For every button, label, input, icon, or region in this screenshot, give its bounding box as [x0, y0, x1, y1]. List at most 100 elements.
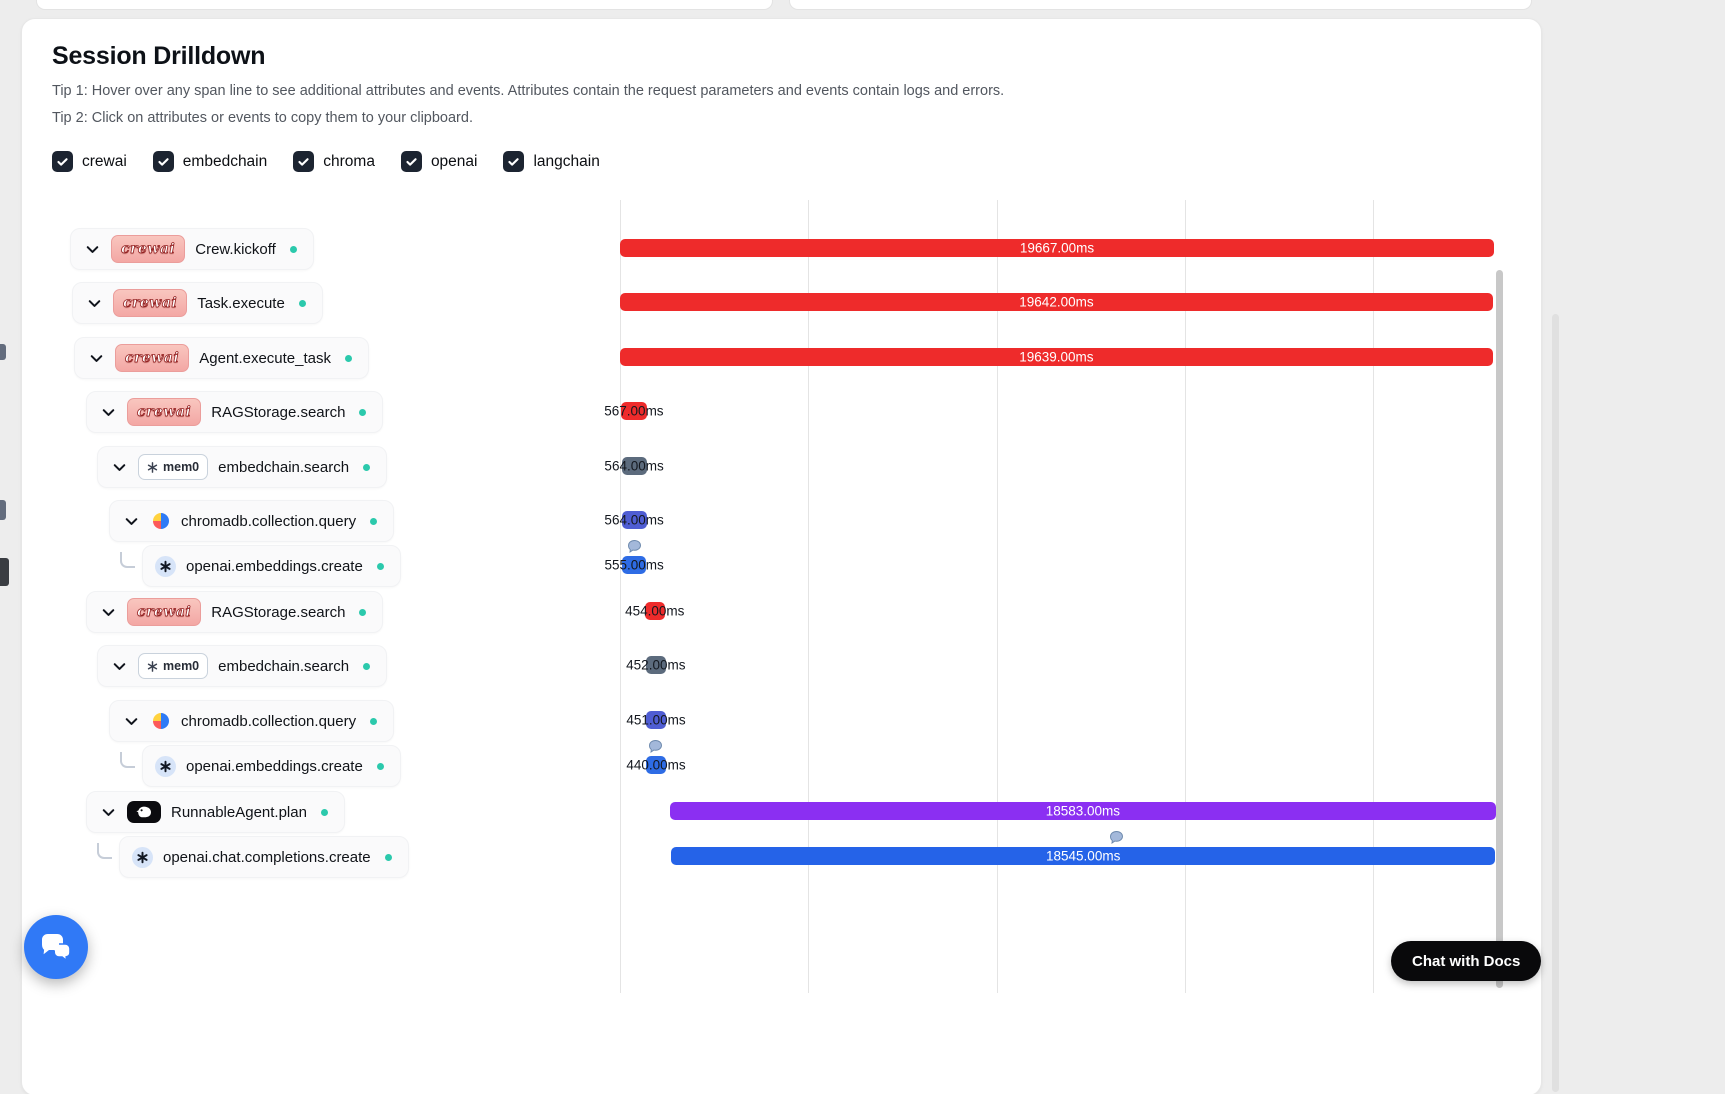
- timeline-gridline: [620, 200, 621, 993]
- chat-widget-launcher[interactable]: [24, 915, 88, 979]
- mem0-asterisk-icon: [147, 461, 158, 473]
- chevron-down-icon[interactable]: [99, 803, 117, 821]
- trace-scrollbar[interactable]: [1496, 270, 1503, 988]
- chevron-down-icon[interactable]: [83, 240, 101, 258]
- filter-chroma[interactable]: chroma: [293, 151, 375, 172]
- span-label-chip[interactable]: mem0 embedchain.search: [97, 645, 388, 687]
- span-duration-bar[interactable]: [621, 457, 647, 475]
- span-duration-bar[interactable]: [620, 348, 1493, 366]
- span-name: chromadb.collection.query: [181, 512, 357, 530]
- checkbox-checked-icon[interactable]: [293, 151, 315, 172]
- span-row: mem0 embedchain.search 564.00ms: [0, 444, 1725, 488]
- span-duration-label: 18583.00ms: [1045, 803, 1121, 819]
- filter-embedchain[interactable]: embedchain: [152, 151, 268, 172]
- checkbox-checked-icon[interactable]: [152, 151, 174, 172]
- span-duration-bar[interactable]: [644, 602, 665, 620]
- openai-logo-icon: [132, 846, 153, 868]
- span-duration-bar[interactable]: [620, 293, 1493, 311]
- span-label-chip[interactable]: crewai Agent.execute_task: [74, 337, 370, 379]
- checkbox-checked-icon[interactable]: [503, 151, 525, 172]
- event-marker-icon[interactable]: [648, 739, 663, 754]
- filter-openai[interactable]: openai: [400, 151, 477, 172]
- span-duration-label: 454.00ms: [625, 603, 685, 619]
- span-row: openai.embeddings.create 440.00ms: [0, 740, 1725, 787]
- span-name: RAGStorage.search: [211, 603, 346, 621]
- filter-label: embedchain: [182, 152, 268, 170]
- status-dot: [359, 408, 367, 416]
- event-marker-icon[interactable]: [1109, 830, 1124, 845]
- span-label-chip[interactable]: openai.chat.completions.create: [119, 836, 409, 878]
- span-name: Crew.kickoff: [195, 240, 276, 258]
- span-name: Agent.execute_task: [199, 349, 332, 367]
- span-row: RunnableAgent.plan 18583.00ms: [0, 789, 1725, 833]
- span-label-chip[interactable]: crewai RAGStorage.search: [86, 591, 384, 633]
- span-duration-label: 19642.00ms: [1019, 294, 1094, 310]
- span-duration-bar[interactable]: [620, 239, 1494, 257]
- event-marker-icon[interactable]: [627, 539, 642, 554]
- span-name: openai.chat.completions.create: [163, 848, 371, 866]
- span-duration-bar[interactable]: [646, 756, 666, 774]
- provider-filters: crewai embedchain chroma openai langchain: [52, 151, 600, 172]
- span-row: openai.chat.completions.create 18545.00ms: [0, 831, 1725, 878]
- chevron-down-icon[interactable]: [110, 657, 128, 675]
- chevron-down-icon[interactable]: [87, 349, 105, 367]
- filter-label: crewai: [82, 152, 127, 170]
- span-label-chip[interactable]: openai.embeddings.create: [142, 545, 401, 587]
- chevron-down-icon[interactable]: [122, 712, 140, 730]
- timeline-gridline: [997, 200, 998, 993]
- span-name: embedchain.search: [218, 458, 350, 476]
- span-duration-label: 564.00ms: [604, 512, 664, 528]
- span-name: chromadb.collection.query: [181, 712, 357, 730]
- span-row: crewai RAGStorage.search 567.00ms: [0, 389, 1725, 433]
- span-label-chip[interactable]: mem0 embedchain.search: [97, 446, 388, 488]
- crewai-logo-badge: crewai: [115, 344, 190, 372]
- span-duration-bar[interactable]: [671, 847, 1496, 865]
- span-duration-label: 567.00ms: [604, 403, 664, 419]
- left-edge-fragment: [0, 500, 6, 520]
- chevron-down-icon[interactable]: [110, 458, 128, 476]
- span-row: chromadb.collection.query 451.00ms: [0, 698, 1725, 742]
- span-label-chip[interactable]: crewai Task.execute: [72, 282, 323, 324]
- span-duration-bar[interactable]: [621, 511, 647, 529]
- span-row: chromadb.collection.query 564.00ms: [0, 498, 1725, 542]
- span-label-chip[interactable]: crewai RAGStorage.search: [86, 391, 384, 433]
- span-duration-bar[interactable]: [645, 711, 667, 729]
- span-duration-label: 440.00ms: [626, 757, 686, 773]
- status-dot: [363, 463, 371, 471]
- span-duration-bar[interactable]: [669, 802, 1496, 820]
- span-label-chip[interactable]: RunnableAgent.plan: [86, 791, 345, 833]
- span-duration-label: 555.00ms: [604, 557, 664, 573]
- span-name: openai.embeddings.create: [186, 757, 363, 775]
- span-duration-bar[interactable]: [645, 656, 666, 674]
- span-name: RAGStorage.search: [211, 403, 346, 421]
- checkbox-checked-icon[interactable]: [52, 151, 73, 172]
- filter-crewai[interactable]: crewai: [52, 151, 127, 172]
- span-row: crewai RAGStorage.search 454.00ms: [0, 589, 1725, 633]
- span-duration-label: 18545.00ms: [1046, 848, 1121, 864]
- checkbox-checked-icon[interactable]: [400, 151, 422, 172]
- chevron-down-icon[interactable]: [99, 403, 117, 421]
- span-duration-bar[interactable]: [621, 556, 647, 574]
- chroma-logo-icon: [150, 711, 171, 732]
- span-label-chip[interactable]: crewai Crew.kickoff: [70, 228, 314, 270]
- span-label-chip[interactable]: chromadb.collection.query: [109, 500, 395, 542]
- chevron-down-icon[interactable]: [122, 512, 140, 530]
- span-duration-label: 564.00ms: [604, 458, 664, 474]
- mem0-logo-badge: mem0: [138, 454, 209, 480]
- crewai-logo-badge: crewai: [111, 235, 186, 263]
- filter-label: chroma: [323, 152, 375, 170]
- page-scrollbar[interactable]: [1552, 314, 1559, 1092]
- langchain-logo-badge: [127, 801, 161, 823]
- span-label-chip[interactable]: openai.embeddings.create: [142, 745, 401, 787]
- chat-with-docs-button[interactable]: Chat with Docs: [1391, 941, 1542, 981]
- chevron-down-icon[interactable]: [85, 294, 103, 312]
- chevron-down-icon[interactable]: [99, 603, 117, 621]
- crewai-logo-badge: crewai: [127, 598, 202, 626]
- openai-logo-icon: [155, 555, 176, 577]
- span-duration-bar[interactable]: [621, 402, 647, 420]
- filter-langchain[interactable]: langchain: [503, 151, 600, 172]
- tree-elbow-connector: [120, 552, 135, 568]
- left-edge-fragment: [0, 558, 9, 586]
- span-label-chip[interactable]: chromadb.collection.query: [109, 700, 395, 742]
